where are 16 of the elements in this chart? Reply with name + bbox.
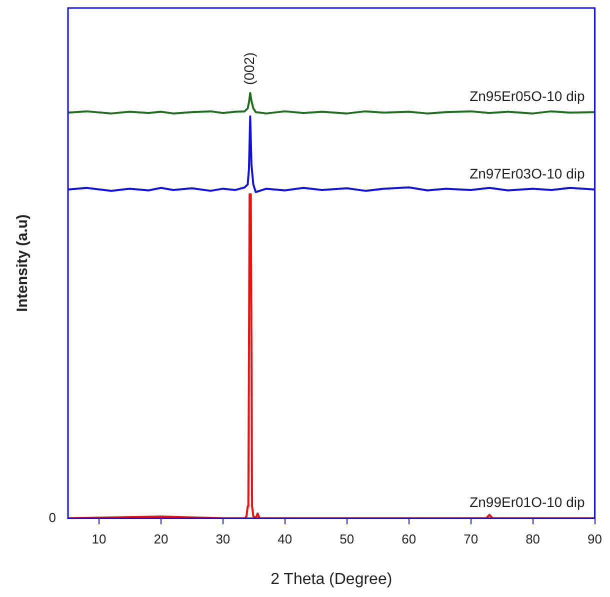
x-tick-label: 30 xyxy=(216,532,230,547)
series-label: Zn95Er05O-10 dip xyxy=(470,88,585,104)
x-tick-label: 10 xyxy=(92,532,106,547)
series-label: Zn99Er01O-10 dip xyxy=(470,494,585,510)
x-tick-label: 40 xyxy=(278,532,292,547)
x-tick-label: 60 xyxy=(402,532,416,547)
x-tick-label: 20 xyxy=(154,532,168,547)
x-tick-label: 50 xyxy=(340,532,354,547)
x-tick-label: 80 xyxy=(526,532,540,547)
y-axis-title: Intensity (a.u) xyxy=(14,214,32,312)
text: (002) xyxy=(241,52,258,86)
series-label: Zn97Er03O-10 dip xyxy=(470,165,585,182)
x-axis-title: 2 Theta (Degree) xyxy=(270,570,392,588)
text: 0 xyxy=(48,510,56,525)
x-tick-label: 70 xyxy=(464,532,478,547)
x-tick-label: 90 xyxy=(588,532,602,547)
